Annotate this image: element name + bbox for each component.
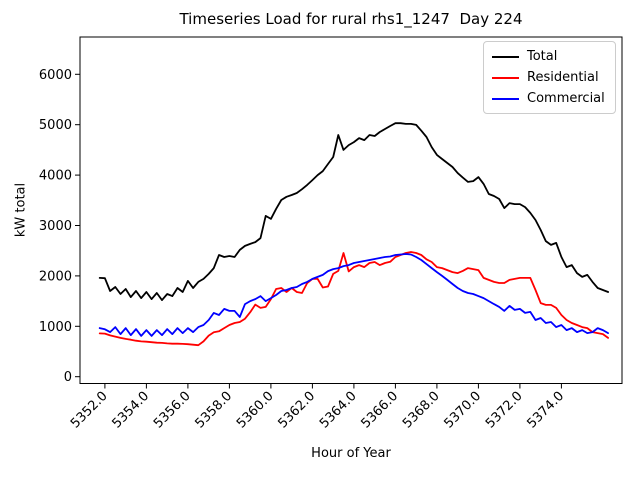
- y-tick-label: 4000: [39, 169, 72, 184]
- x-tick-label: 5374.0: [524, 389, 567, 432]
- y-tick-label: 1000: [39, 320, 72, 335]
- x-tick-label: 5370.0: [441, 389, 484, 432]
- legend-label-residential: Residential: [527, 70, 599, 85]
- y-tick-label: 6000: [39, 68, 72, 83]
- y-tick-label: 0: [64, 370, 72, 385]
- x-tick-label: 5360.0: [234, 389, 277, 432]
- x-tick-label: 5358.0: [192, 389, 235, 432]
- legend: Total Residential Commercial: [483, 41, 616, 114]
- x-tick-label: 5366.0: [358, 389, 401, 432]
- series-line-commercial: [98, 253, 609, 337]
- y-tick-label: 3000: [39, 219, 72, 234]
- y-axis-label: kW total: [13, 182, 29, 238]
- x-tick-label: 5362.0: [275, 389, 318, 432]
- legend-entry-residential: Residential: [492, 70, 607, 85]
- chart-title: Timeseries Load for rural rhs1_1247 Day …: [179, 10, 523, 28]
- x-tick-label: 5356.0: [151, 389, 194, 432]
- x-tick-label: 5368.0: [400, 389, 443, 432]
- series-line-residential: [98, 251, 609, 347]
- x-axis-label: Hour of Year: [311, 446, 391, 461]
- legend-line-sample-total: [492, 55, 519, 58]
- legend-entry-commercial: Commercial: [492, 91, 607, 106]
- x-tick-label: 5372.0: [483, 389, 526, 432]
- x-tick-label: 5364.0: [317, 389, 360, 432]
- legend-label-commercial: Commercial: [527, 91, 605, 106]
- legend-line-sample-residential: [492, 76, 519, 79]
- y-tick-label: 5000: [39, 118, 72, 133]
- legend-label-total: Total: [527, 49, 558, 64]
- x-tick-label: 5354.0: [109, 389, 152, 432]
- legend-line-sample-commercial: [492, 97, 519, 100]
- legend-entry-total: Total: [492, 49, 607, 64]
- y-tick-label: 2000: [39, 269, 72, 284]
- x-tick-label: 5352.0: [68, 389, 111, 432]
- series-line-total: [98, 122, 609, 302]
